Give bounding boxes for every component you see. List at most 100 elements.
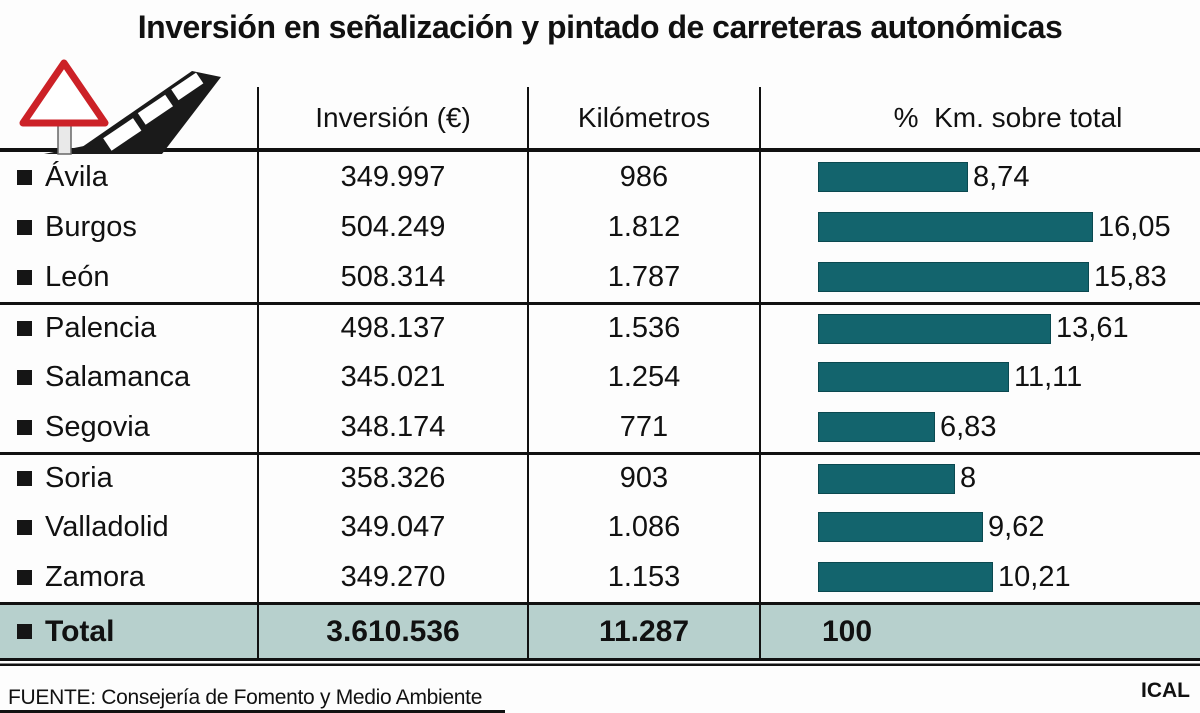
table-row: León 508.314 1.787 15,83	[0, 252, 1200, 302]
pct-bar	[818, 412, 935, 442]
province-name-cell: León	[0, 252, 257, 302]
inversion-value: 349.047	[257, 502, 527, 552]
bullet-square-icon	[17, 219, 32, 235]
pct-label: 8	[960, 462, 977, 494]
province-name-cell: Valladolid	[0, 502, 257, 552]
source-text: FUENTE: Consejería de Fomento y Medio Am…	[8, 686, 483, 709]
table-row: Segovia 348.174 771 6,83	[0, 402, 1200, 452]
total-inversion-value: 3.610.536	[257, 605, 527, 658]
pct-bar	[818, 463, 955, 494]
province-name-cell: Segovia	[0, 402, 257, 452]
inversion-value: 345.021	[257, 352, 527, 402]
column-header-kilometros: Kilómetros	[527, 87, 759, 148]
agency-credit: ICAL	[1141, 679, 1190, 702]
province-name-cell: Zamora	[0, 552, 257, 602]
bullet-square-icon	[17, 519, 32, 535]
total-label: Total	[45, 614, 115, 648]
table-row: Burgos 504.249 1.812 16,05	[0, 202, 1200, 252]
warning-triangle	[19, 59, 109, 127]
total-name-cell: Total	[0, 605, 257, 658]
inversion-value: 349.997	[257, 152, 527, 202]
km-value: 1.812	[527, 202, 759, 252]
pct-bar	[818, 512, 983, 542]
province-name-cell: Palencia	[0, 305, 257, 352]
km-value: 771	[527, 402, 759, 452]
lane-dash	[171, 72, 204, 101]
inversion-value: 348.174	[257, 402, 527, 452]
table-body: Ávila 349.997 986 8,74 Burgos 504.249 1.…	[0, 152, 1200, 602]
bullet-square-icon	[17, 369, 32, 385]
province-name-cell: Soria	[0, 455, 257, 502]
province-name-cell: Salamanca	[0, 352, 257, 402]
pct-bar	[818, 212, 1093, 242]
pct-cell: 9,62	[759, 502, 1198, 552]
table-row: Zamora 349.270 1.153 10,21	[0, 552, 1200, 602]
province-name-cell: Ávila	[0, 152, 257, 202]
pct-label: 8,74	[973, 160, 1030, 193]
pct-cell: 8,74	[759, 152, 1198, 202]
km-value: 1.086	[527, 502, 759, 552]
pct-bar	[818, 562, 993, 592]
province-label: Salamanca	[45, 360, 191, 393]
column-header-pct-km: % Km. sobre total	[759, 87, 1198, 148]
province-name-cell: Burgos	[0, 202, 257, 252]
km-value: 1.153	[527, 552, 759, 602]
province-label: Palencia	[45, 312, 157, 344]
km-value: 986	[527, 152, 759, 202]
table-total-row: Total 3.610.536 11.287 100	[0, 602, 1200, 658]
province-label: Valladolid	[45, 510, 169, 543]
pct-label: 16,05	[1098, 210, 1171, 243]
lane-dash	[103, 118, 142, 151]
bullet-square-icon	[17, 321, 32, 336]
province-label: Segovia	[45, 410, 150, 443]
inversion-value: 498.137	[257, 305, 527, 352]
pct-cell: 16,05	[759, 202, 1198, 252]
source-underline-rule	[0, 710, 505, 713]
inversion-value: 358.326	[257, 455, 527, 502]
data-table: Inversión (€) Kilómetros % Km. sobre tot…	[0, 87, 1200, 668]
pct-label: 13,61	[1056, 312, 1129, 344]
column-header-inversion: Inversión (€)	[257, 87, 527, 148]
table-row: Salamanca 345.021 1.254 11,11	[0, 352, 1200, 402]
km-value: 903	[527, 455, 759, 502]
pct-label: 11,11	[1014, 360, 1083, 393]
pct-label: 10,21	[998, 560, 1071, 593]
bullet-square-icon	[17, 269, 32, 285]
inversion-value: 504.249	[257, 202, 527, 252]
pct-label: 9,62	[988, 510, 1045, 543]
total-pct-value: 100	[759, 605, 1198, 658]
pct-cell: 8	[759, 455, 1198, 502]
pct-label: 6,83	[940, 410, 997, 443]
province-label: León	[45, 260, 110, 293]
bullet-square-icon	[17, 419, 32, 435]
pct-cell: 6,83	[759, 402, 1198, 452]
bullet-square-icon	[17, 569, 32, 585]
pct-label: 15,83	[1094, 260, 1167, 293]
page-title: Inversión en señalización y pintado de c…	[137, 9, 1063, 45]
inversion-value: 508.314	[257, 252, 527, 302]
province-label: Ávila	[45, 160, 108, 193]
table-row: Ávila 349.997 986 8,74	[0, 152, 1200, 202]
pct-bar	[818, 162, 968, 192]
bottom-double-rule	[0, 658, 1200, 668]
road-warning-sign-icon	[19, 59, 221, 155]
lane-dash	[137, 94, 174, 125]
table-row: Soria 358.326 903 8	[0, 452, 1200, 502]
pct-bar	[818, 262, 1089, 292]
pct-cell: 15,83	[759, 252, 1198, 302]
total-km-value: 11.287	[527, 605, 759, 658]
table-header-row: Inversión (€) Kilómetros % Km. sobre tot…	[0, 87, 1200, 152]
bullet-square-icon	[17, 624, 32, 639]
pct-cell: 13,61	[759, 305, 1198, 352]
bullet-square-icon	[17, 471, 32, 486]
km-value: 1.787	[527, 252, 759, 302]
pct-cell: 10,21	[759, 552, 1198, 602]
inversion-value: 349.270	[257, 552, 527, 602]
table-row: Valladolid 349.047 1.086 9,62	[0, 502, 1200, 552]
km-value: 1.254	[527, 352, 759, 402]
pct-bar	[818, 313, 1051, 344]
table-row: Palencia 498.137 1.536 13,61	[0, 302, 1200, 352]
province-label: Soria	[45, 462, 113, 494]
pct-cell: 11,11	[759, 352, 1198, 402]
